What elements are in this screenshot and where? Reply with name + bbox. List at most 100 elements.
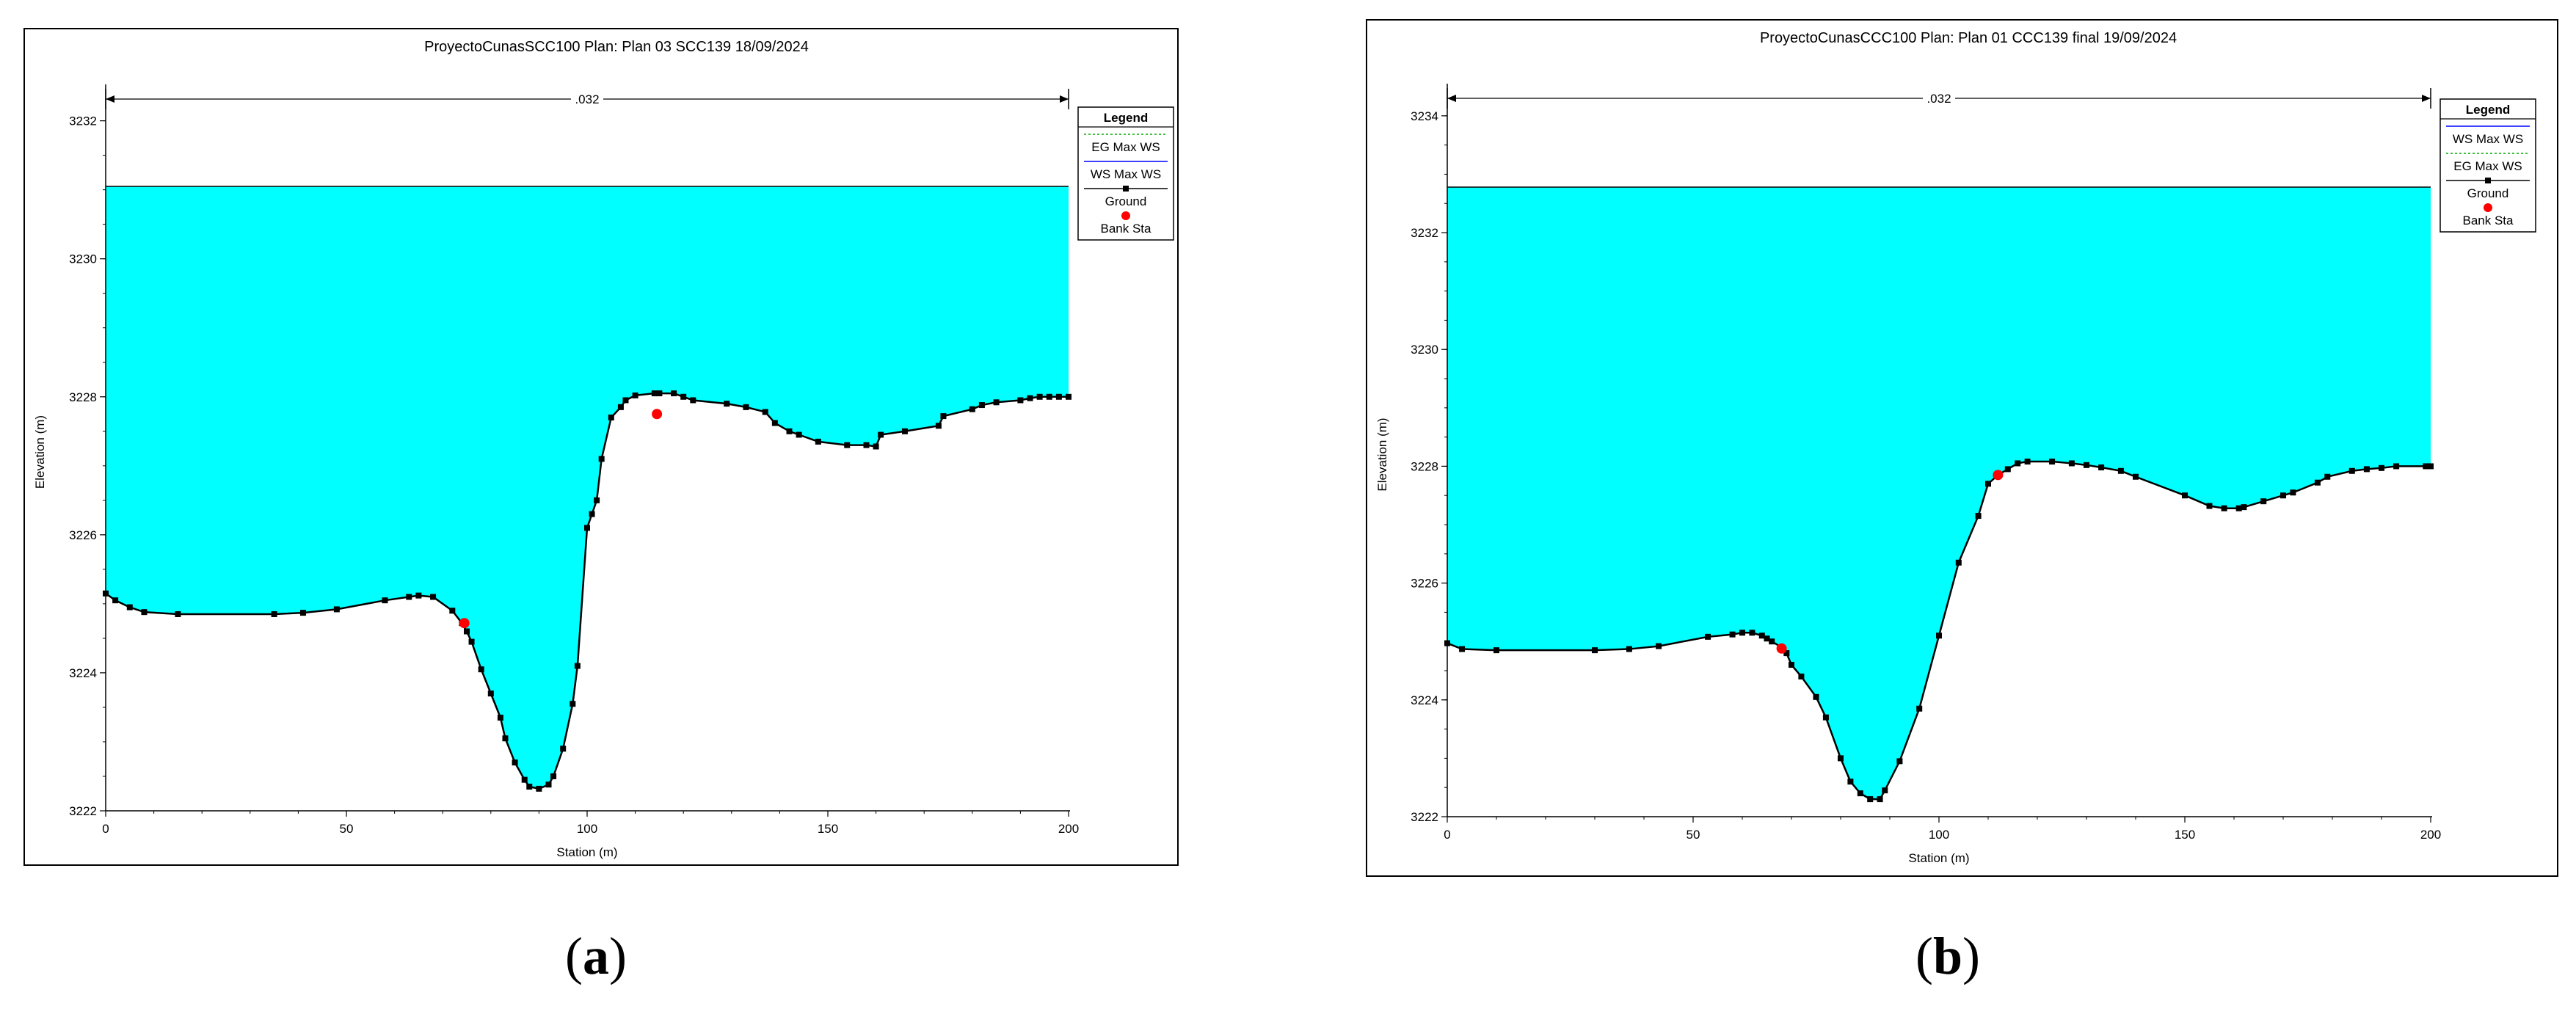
- ground-point: [2241, 504, 2247, 511]
- legend-title: Legend: [2466, 103, 2510, 117]
- caption-close-paren: ): [608, 927, 627, 985]
- ground-point: [2348, 467, 2355, 474]
- manning-left-arrow: [1447, 95, 1456, 102]
- ground-point: [1847, 779, 1854, 785]
- ground-point: [1459, 646, 1466, 652]
- y-tick-label: 3222: [1411, 810, 1438, 824]
- manning-n-label: .032: [575, 92, 599, 106]
- ground-point: [2084, 462, 2089, 468]
- ground-point: [2363, 466, 2370, 473]
- ground-point: [299, 610, 306, 616]
- ground-point: [545, 781, 552, 788]
- y-tick-label: 3228: [1411, 459, 1438, 473]
- ground-point: [878, 431, 884, 438]
- x-tick-label: 50: [340, 822, 354, 836]
- ground-point: [1626, 646, 1632, 652]
- ground-point: [617, 404, 624, 410]
- caption-b: (b): [1915, 926, 1980, 987]
- caption-letter: b: [1932, 927, 1963, 985]
- ground-point: [2290, 489, 2296, 496]
- ground-point: [651, 390, 658, 397]
- ground-point: [502, 735, 509, 742]
- y-tick-label: 3228: [69, 390, 97, 404]
- ground-point: [1066, 393, 1071, 400]
- ground-point: [1729, 631, 1736, 638]
- ground-point: [993, 399, 1000, 406]
- ground-point: [1916, 705, 1923, 712]
- ground-point: [1055, 393, 1062, 400]
- y-axis-label: Elevation (m): [33, 415, 47, 489]
- ground-point: [1877, 796, 1883, 803]
- ground-point: [333, 606, 340, 613]
- ground-point: [382, 597, 388, 604]
- ground-point: [671, 390, 677, 397]
- ground-point: [1493, 647, 1499, 654]
- x-axis-label: Station (m): [1908, 851, 1969, 865]
- legend-symbol-ground-marker: [1123, 186, 1129, 192]
- ground-point: [1822, 714, 1829, 721]
- ground-point: [1936, 633, 1942, 639]
- water-area: [1447, 186, 2431, 800]
- ground-point: [271, 610, 277, 617]
- x-tick-label: 200: [2420, 828, 2441, 842]
- chart-panel-a: ProyectoCunasSCC100 Plan: Plan 03 SCC139…: [23, 28, 1179, 866]
- ground-point: [112, 597, 119, 604]
- y-tick-label: 3230: [1411, 343, 1438, 357]
- ground-point: [1783, 650, 1790, 657]
- ground-point: [680, 393, 687, 400]
- y-axis-label: Elevation (m): [1375, 418, 1389, 491]
- ground-point: [550, 773, 557, 779]
- ground-point: [1798, 673, 1805, 679]
- ground-point: [1857, 790, 1863, 797]
- ground-point: [1046, 393, 1052, 400]
- y-tick-label: 3224: [69, 666, 97, 680]
- ground-point: [574, 663, 581, 669]
- ground-point: [2393, 463, 2400, 470]
- ground-point: [2098, 464, 2105, 471]
- ground-point: [786, 428, 793, 434]
- ground-point: [560, 746, 567, 752]
- ground-point: [1896, 758, 1903, 765]
- ground-point: [901, 428, 908, 434]
- y-tick-label: 3226: [69, 528, 97, 542]
- ground-point: [598, 456, 605, 462]
- ground-point: [690, 397, 696, 404]
- ground-point: [1592, 647, 1598, 654]
- caption-open-paren: (: [1915, 927, 1933, 985]
- x-axis-label: Station (m): [556, 845, 617, 859]
- ground-point: [449, 608, 456, 614]
- caption-open-paren: (: [565, 927, 583, 985]
- ground-point: [2235, 505, 2242, 511]
- ground-point: [594, 497, 600, 503]
- ground-point: [771, 420, 778, 426]
- ground-point: [762, 409, 768, 415]
- ground-point: [570, 701, 576, 707]
- ground-point: [589, 511, 595, 517]
- y-tick-label: 3222: [69, 804, 97, 818]
- ground-point: [1758, 633, 1765, 639]
- ground-point: [1882, 787, 1888, 794]
- ground-point: [935, 423, 942, 429]
- legend-symbol-bank: [2484, 203, 2492, 212]
- bank-station-marker: [1993, 470, 2004, 481]
- ground-point: [1975, 513, 1982, 520]
- legend-box: [1077, 106, 1174, 241]
- ground-point: [526, 784, 533, 790]
- ground-point: [1838, 755, 1844, 762]
- x-tick-label: 150: [818, 822, 838, 836]
- ground-point: [2423, 463, 2429, 470]
- caption-letter: a: [582, 927, 609, 985]
- manning-n-label: .032: [1926, 92, 1951, 106]
- legend-box: [2439, 98, 2536, 233]
- ground-point: [743, 404, 749, 410]
- ground-point: [406, 594, 412, 600]
- manning-label-bg: [1923, 90, 1955, 107]
- ground-point: [1017, 397, 1024, 404]
- cross-section-plot-b: ProyectoCunasCCC100 Plan: Plan 01 CCC139…: [1375, 30, 2536, 865]
- ground-point: [2133, 473, 2139, 480]
- ground-point: [584, 525, 590, 531]
- legend-entry-label: Ground: [2467, 186, 2509, 200]
- x-tick-label: 150: [2175, 828, 2195, 842]
- ground-point: [940, 413, 947, 420]
- ground-point: [1813, 693, 1819, 700]
